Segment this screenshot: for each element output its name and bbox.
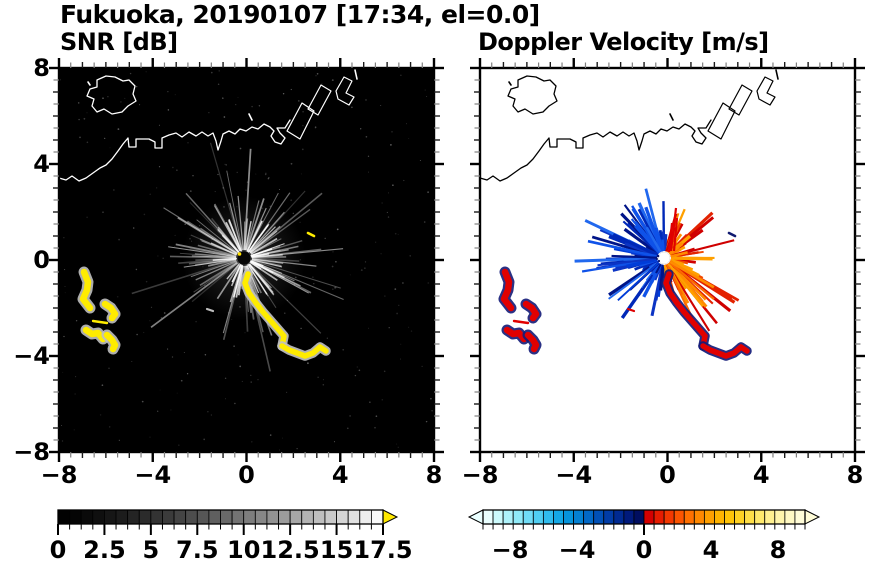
- x-tick-label: 4: [331, 461, 349, 489]
- y-tick-label: −4: [13, 342, 50, 370]
- axis-ticks: [49, 58, 444, 462]
- snr-colorbar-label: 2.5: [83, 536, 126, 564]
- x-tick-label: −8: [461, 461, 499, 489]
- snr-colorbar-label: 0: [49, 536, 67, 564]
- doppler-panel-title: Doppler Velocity [m/s]: [478, 28, 769, 56]
- doppler-colorbar-label: 4: [702, 536, 720, 564]
- x-tick-label: 0: [238, 461, 255, 489]
- doppler-colorbar-label: −4: [558, 536, 596, 564]
- doppler-colorbar-label: −8: [491, 536, 529, 564]
- snr-colorbar-label: 5: [142, 536, 160, 564]
- echo-trail: [661, 269, 752, 361]
- x-tick-label: 8: [425, 461, 443, 489]
- axis-ticks: [470, 58, 865, 462]
- snr-colorbar-label: 7.5: [176, 536, 219, 564]
- echo-blobs: [498, 266, 542, 355]
- coastline: [479, 69, 779, 182]
- snr-colorbar-label: 15: [319, 536, 354, 564]
- velocity-pinwheel: [574, 188, 740, 332]
- radar-center-dot: [237, 252, 242, 256]
- echo-trail: [240, 269, 331, 361]
- x-tick-label: −8: [40, 461, 78, 489]
- snr-panel: [49, 58, 444, 462]
- snr-colorbar-label: 17.5: [353, 536, 413, 564]
- doppler-colorbar-label: 0: [635, 536, 653, 564]
- snr-colorbar-label: 10: [227, 536, 261, 564]
- snr-colorbar-label: 12.5: [260, 536, 320, 564]
- x-tick-label: 4: [752, 461, 770, 489]
- x-tick-label: −4: [555, 461, 593, 489]
- doppler-panel: [470, 58, 865, 462]
- small-echo-marks: [626, 231, 737, 313]
- coastline: [58, 69, 358, 182]
- snr-panel-title: SNR [dB]: [60, 28, 178, 56]
- x-tick-label: 0: [659, 461, 676, 489]
- small-echo-marks: [205, 231, 316, 313]
- underflow-arrow: [467, 509, 484, 525]
- x-tick-label: −4: [134, 461, 172, 489]
- x-tick-label: 8: [846, 461, 864, 489]
- doppler-colorbar-label: 8: [769, 536, 787, 564]
- echo-blobs: [77, 266, 121, 355]
- y-tick-label: 4: [33, 150, 50, 178]
- noise-speckle: [58, 70, 433, 451]
- y-tick-label: 8: [33, 54, 50, 82]
- radar-center: [657, 251, 671, 265]
- figure-title: Fukuoka, 20190107 [17:34, el=0.0]: [60, 0, 540, 29]
- snr-colorbar: [57, 509, 399, 535]
- y-tick-label: 0: [33, 246, 50, 274]
- y-tick-label: −8: [13, 438, 50, 466]
- overflow-arrow: [804, 509, 821, 525]
- overflow-arrow: [382, 509, 399, 525]
- doppler-colorbar: [467, 509, 821, 535]
